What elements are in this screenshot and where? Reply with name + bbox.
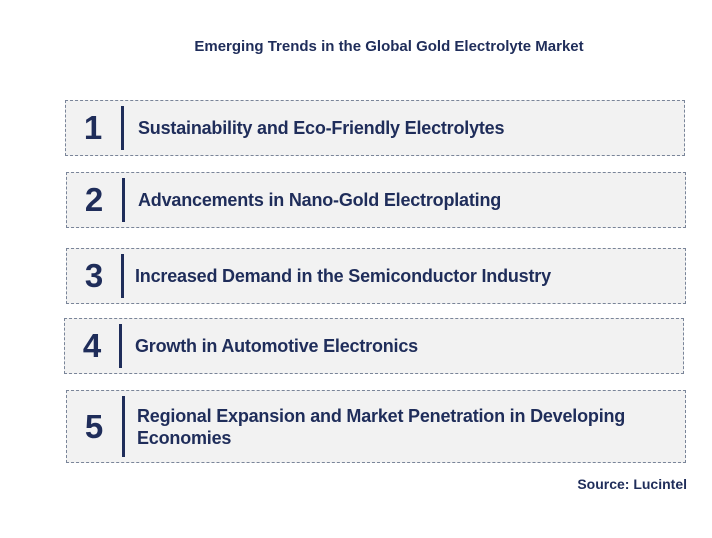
trend-divider-1 [121,106,124,150]
trend-number-1: 1 [83,109,103,146]
trend-label-2: Advancements in Nano-Gold Electroplating [138,190,502,210]
trend-number-2: 2 [84,181,104,218]
trend-number-3: 3 [84,257,104,294]
trend-number-4: 4 [82,327,102,364]
trend-item-4: 4 Growth in Automotive Electronics [64,318,684,374]
trend-divider-4 [119,324,122,368]
source-credit: Source: Lucintel [577,476,687,492]
trend-label-3: Increased Demand in the Semiconductor In… [135,266,551,286]
trend-divider-5 [122,396,125,457]
trend-item-2: 2 Advancements in Nano-Gold Electroplati… [66,172,686,228]
trend-number-5: 5 [84,407,104,445]
trend-item-1: 1 Sustainability and Eco-Friendly Electr… [65,100,685,156]
trend-item-3: 3 Increased Demand in the Semiconductor … [66,248,686,304]
chart-title: Emerging Trends in the Global Gold Elect… [194,38,584,55]
trend-item-5: 5 Regional Expansion and Market Penetrat… [66,390,686,463]
trend-label-4: Growth in Automotive Electronics [135,336,418,356]
trend-divider-2 [122,178,125,222]
trend-divider-3 [121,254,124,298]
trend-label-1: Sustainability and Eco-Friendly Electrol… [138,118,505,138]
trend-label-5: Regional Expansion and Market Penetratio… [137,405,626,448]
